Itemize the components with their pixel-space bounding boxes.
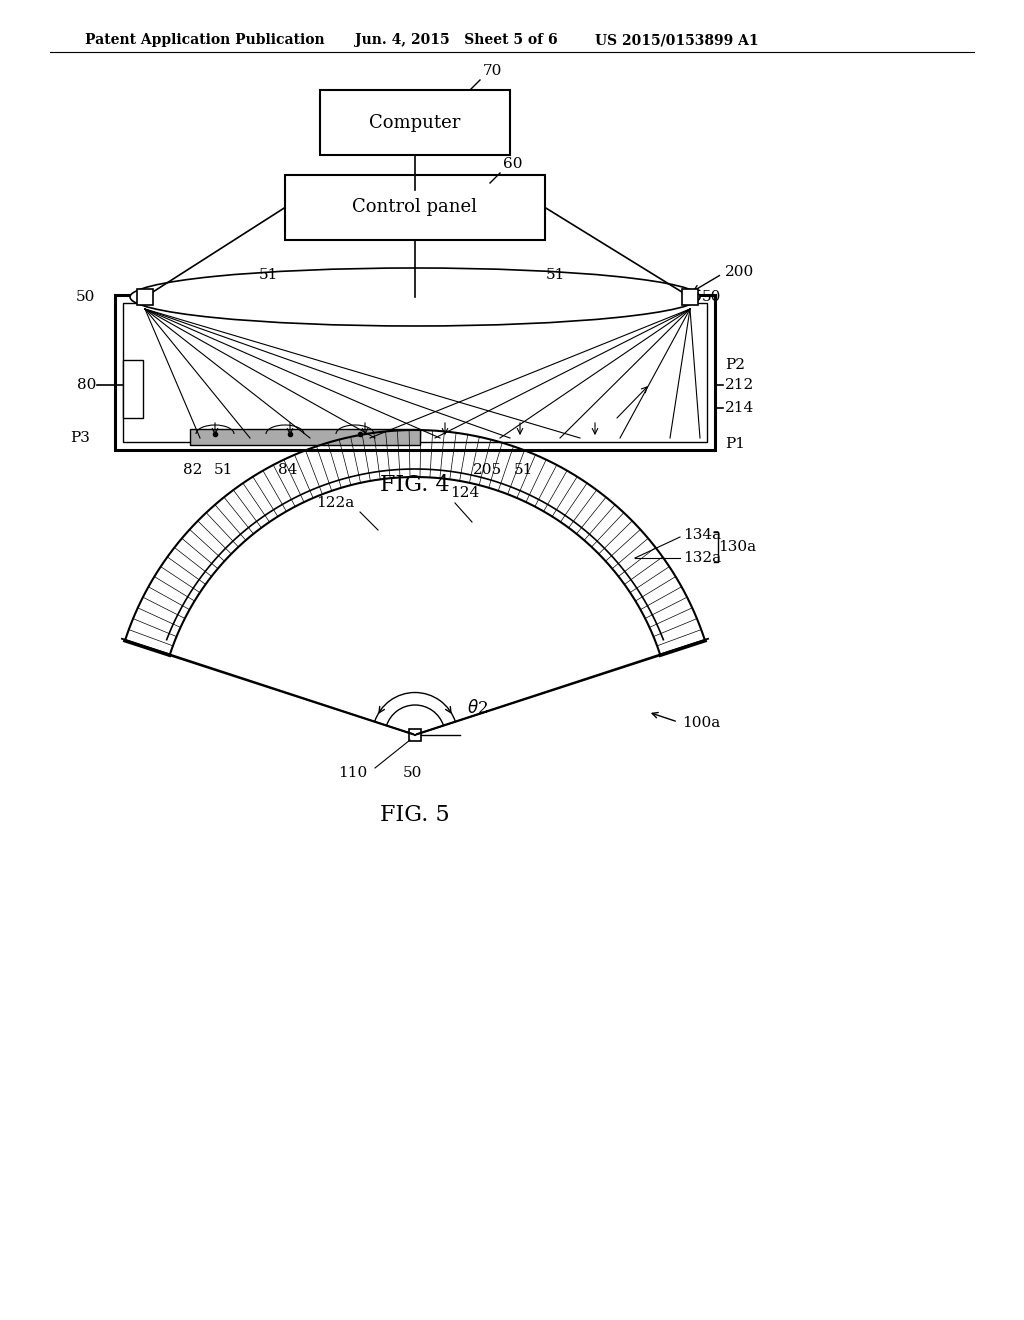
Text: 214: 214	[725, 401, 755, 414]
Bar	[319, 90, 510, 154]
Text: FIG. 5: FIG. 5	[380, 804, 450, 826]
Text: US 2015/0153899 A1: US 2015/0153899 A1	[595, 33, 759, 48]
Text: 60: 60	[503, 157, 522, 172]
Text: 50: 50	[76, 290, 95, 304]
Text: 132a: 132a	[683, 550, 721, 565]
Text: P2: P2	[725, 358, 745, 372]
Text: Control panel: Control panel	[352, 198, 477, 216]
Polygon shape	[136, 289, 154, 305]
Text: P3: P3	[70, 432, 90, 445]
Text: 205: 205	[473, 463, 503, 477]
Text: 130a: 130a	[718, 540, 756, 554]
Bar	[115, 294, 715, 450]
Text: 51: 51	[546, 268, 564, 282]
Text: 82: 82	[183, 463, 203, 477]
Text: 200: 200	[725, 265, 755, 279]
Text: FIG. 4: FIG. 4	[380, 474, 450, 496]
Bar	[409, 729, 421, 741]
Text: 100a: 100a	[682, 715, 720, 730]
Text: 80: 80	[77, 378, 96, 392]
Text: 50: 50	[702, 290, 721, 304]
Text: 122a: 122a	[315, 496, 354, 510]
Bar	[123, 304, 707, 442]
Bar	[285, 176, 545, 240]
Text: P1: P1	[725, 437, 745, 451]
Text: 51: 51	[513, 463, 532, 477]
Text: 84: 84	[279, 463, 298, 477]
Bar	[123, 360, 143, 418]
Text: $\theta$2: $\theta$2	[467, 700, 488, 717]
Ellipse shape	[130, 268, 700, 326]
Text: 50: 50	[403, 766, 422, 780]
Bar	[190, 429, 420, 445]
Text: 51: 51	[258, 268, 278, 282]
Polygon shape	[682, 289, 698, 305]
Text: 110: 110	[338, 766, 367, 780]
Text: 134a: 134a	[683, 528, 721, 543]
Text: 124: 124	[450, 486, 479, 500]
Text: Patent Application Publication: Patent Application Publication	[85, 33, 325, 48]
Text: Computer: Computer	[370, 114, 461, 132]
Text: 51: 51	[213, 463, 232, 477]
Text: 212: 212	[725, 378, 755, 392]
Text: Jun. 4, 2015   Sheet 5 of 6: Jun. 4, 2015 Sheet 5 of 6	[355, 33, 558, 48]
Text: 70: 70	[483, 63, 503, 78]
